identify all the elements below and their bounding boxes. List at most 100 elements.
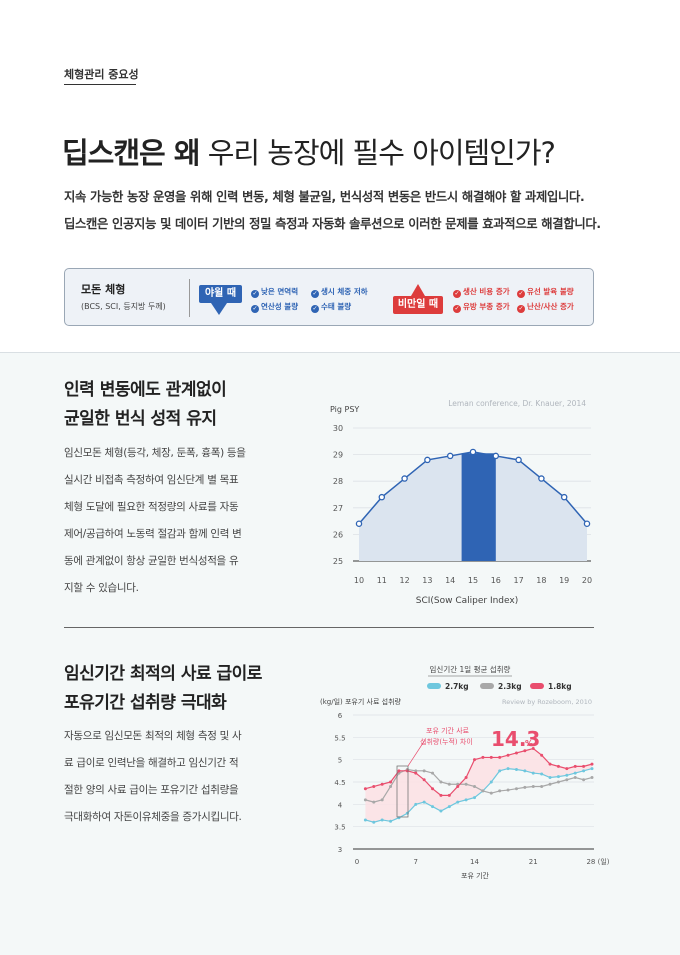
data-point bbox=[582, 778, 586, 782]
check-icon: ✓ bbox=[453, 290, 461, 298]
data-point bbox=[582, 769, 586, 773]
arrow-down-icon bbox=[211, 303, 227, 315]
data-point bbox=[531, 747, 535, 750]
obese-effect-item: ✓ 유선 발육 불량 bbox=[517, 287, 574, 298]
data-point bbox=[565, 773, 569, 777]
data-point bbox=[506, 767, 510, 771]
data-point bbox=[469, 448, 477, 456]
obese-condition-badge: 비만일 때 bbox=[393, 296, 443, 314]
data-point bbox=[590, 762, 594, 766]
data-point bbox=[380, 818, 384, 822]
data-point bbox=[573, 764, 577, 768]
data-point bbox=[540, 772, 544, 776]
x-tick-label: 11 bbox=[377, 576, 387, 585]
data-point bbox=[439, 793, 443, 797]
chart2-annotation-unit: % bbox=[525, 739, 533, 748]
chart1-ylabel: Pig PSY bbox=[330, 405, 359, 414]
y-tick-label: 26 bbox=[333, 530, 343, 539]
data-point bbox=[573, 776, 577, 780]
thin-effect-item: ✓ 낮은 면역력 bbox=[251, 287, 299, 298]
obese-effect-item: ✓ 난산/사산 증가 bbox=[517, 302, 574, 313]
data-point bbox=[582, 764, 586, 768]
thin-condition-badge: 야윌 때 bbox=[199, 285, 242, 303]
check-icon: ✓ bbox=[251, 305, 259, 313]
chart2-y-ticks: 3 3.5 4 4.5 5 5.5 6 bbox=[334, 712, 345, 854]
obese-effect-item: ✓ 생산 비용 증가 bbox=[453, 287, 510, 298]
data-point bbox=[447, 805, 451, 809]
chart2-source: Review by Rozeboom, 2010 bbox=[502, 698, 592, 706]
data-point bbox=[506, 753, 510, 757]
data-point bbox=[531, 771, 535, 775]
data-point bbox=[583, 520, 591, 528]
x-tick-label: 13 bbox=[422, 576, 432, 585]
data-point bbox=[473, 796, 476, 800]
data-point bbox=[565, 767, 569, 771]
y-tick-label: 5 bbox=[338, 757, 342, 765]
data-point bbox=[540, 753, 544, 757]
x-tick-label: 10 bbox=[354, 576, 364, 585]
y-tick-label: 5.5 bbox=[334, 734, 345, 742]
data-point bbox=[405, 769, 409, 773]
chart1-points bbox=[355, 448, 591, 528]
data-point bbox=[372, 820, 376, 824]
legend-swatch bbox=[427, 683, 441, 689]
feed-intake-chart: 임신기간 1일 평균 섭취량 2.7kg 2.3kg 1.8kg (kg/일) 포유… bbox=[320, 664, 610, 880]
chart2-annotation-line bbox=[407, 739, 426, 767]
legend-label: 2.3kg bbox=[498, 682, 522, 691]
data-point bbox=[389, 780, 393, 784]
panel-divider bbox=[189, 279, 190, 317]
data-point bbox=[492, 452, 500, 460]
data-point bbox=[464, 798, 468, 802]
data-point bbox=[439, 780, 443, 784]
data-point bbox=[414, 771, 418, 775]
chart1-xlabel: SCI(Sow Caliper Index) bbox=[416, 596, 519, 606]
check-icon: ✓ bbox=[251, 290, 259, 298]
x-tick-label: 14 bbox=[445, 576, 455, 585]
data-point bbox=[439, 809, 443, 813]
data-point bbox=[372, 784, 376, 788]
data-point bbox=[389, 784, 393, 788]
obese-effect-item: ✓ 유방 부종 증가 bbox=[453, 302, 510, 313]
section-tag-underline bbox=[64, 84, 136, 85]
chart2-ylabel: (kg/일) 포유기 사료 섭취량 bbox=[320, 697, 402, 706]
panel-title: 모돈 체형 bbox=[81, 283, 126, 296]
body-condition-panel: 모돈 체형 (BCS, SCI, 등지방 두께) 야윌 때 ✓ 낮은 면역력 ✓ 생… bbox=[64, 268, 594, 326]
chart1-highlight-band bbox=[461, 453, 496, 561]
data-point bbox=[548, 782, 552, 786]
x-tick-label: 0 bbox=[355, 858, 359, 866]
data-point bbox=[515, 456, 522, 464]
series-line bbox=[365, 747, 593, 796]
chart2-legend: 2.7kg 2.3kg 1.8kg bbox=[427, 682, 572, 691]
x-tick-label: 28 (일) bbox=[586, 857, 609, 866]
section1-body: 임신모돈 체형(등각, 체장, 둔폭, 흉폭) 등을 실시간 비접촉 측정하여 … bbox=[64, 447, 246, 594]
y-tick-label: 4 bbox=[338, 801, 343, 809]
y-tick-label: 25 bbox=[333, 557, 343, 566]
data-point bbox=[590, 776, 594, 780]
chart2-annotation-label: 포유 기간 사료 bbox=[426, 726, 470, 735]
data-point bbox=[456, 784, 460, 788]
page-title: 딥스캔은 왜 우리 농장에 필수 아이템인가? bbox=[62, 130, 556, 172]
data-point bbox=[414, 802, 418, 806]
data-point bbox=[473, 784, 476, 788]
data-point bbox=[489, 755, 493, 759]
data-point bbox=[514, 787, 518, 791]
data-point bbox=[560, 493, 568, 501]
data-point bbox=[489, 780, 493, 784]
data-point bbox=[447, 782, 451, 786]
intro-text: 지속 가능한 농장 운영을 위해 인력 변동, 체형 불균일, 번식성적 변동은… bbox=[64, 184, 664, 238]
data-point bbox=[523, 769, 527, 773]
chart1-source: Leman conference, Dr. Knauer, 2014 bbox=[448, 399, 586, 408]
data-point bbox=[422, 778, 426, 782]
data-point bbox=[380, 782, 384, 786]
section1-title: 인력 변동에도 관계없이 균일한 번식 성적 유지 bbox=[64, 380, 227, 429]
x-tick-label: 18 bbox=[536, 576, 546, 585]
intro-line: 딥스캔은 인공지능 및 데이터 기반의 정밀 측정과 자동화 솔루션으로 이러한… bbox=[64, 217, 601, 231]
data-point bbox=[481, 755, 485, 759]
x-tick-label: 14 bbox=[470, 858, 479, 866]
data-point bbox=[540, 784, 544, 788]
data-point bbox=[514, 767, 518, 771]
x-tick-label: 16 bbox=[491, 576, 501, 585]
data-point bbox=[498, 789, 502, 793]
page-title-bold: 딥스캔은 왜 bbox=[62, 136, 200, 170]
section2-title: 임신기간 최적의 사료 급이로 포유기간 섭취량 극대화 bbox=[64, 664, 262, 713]
